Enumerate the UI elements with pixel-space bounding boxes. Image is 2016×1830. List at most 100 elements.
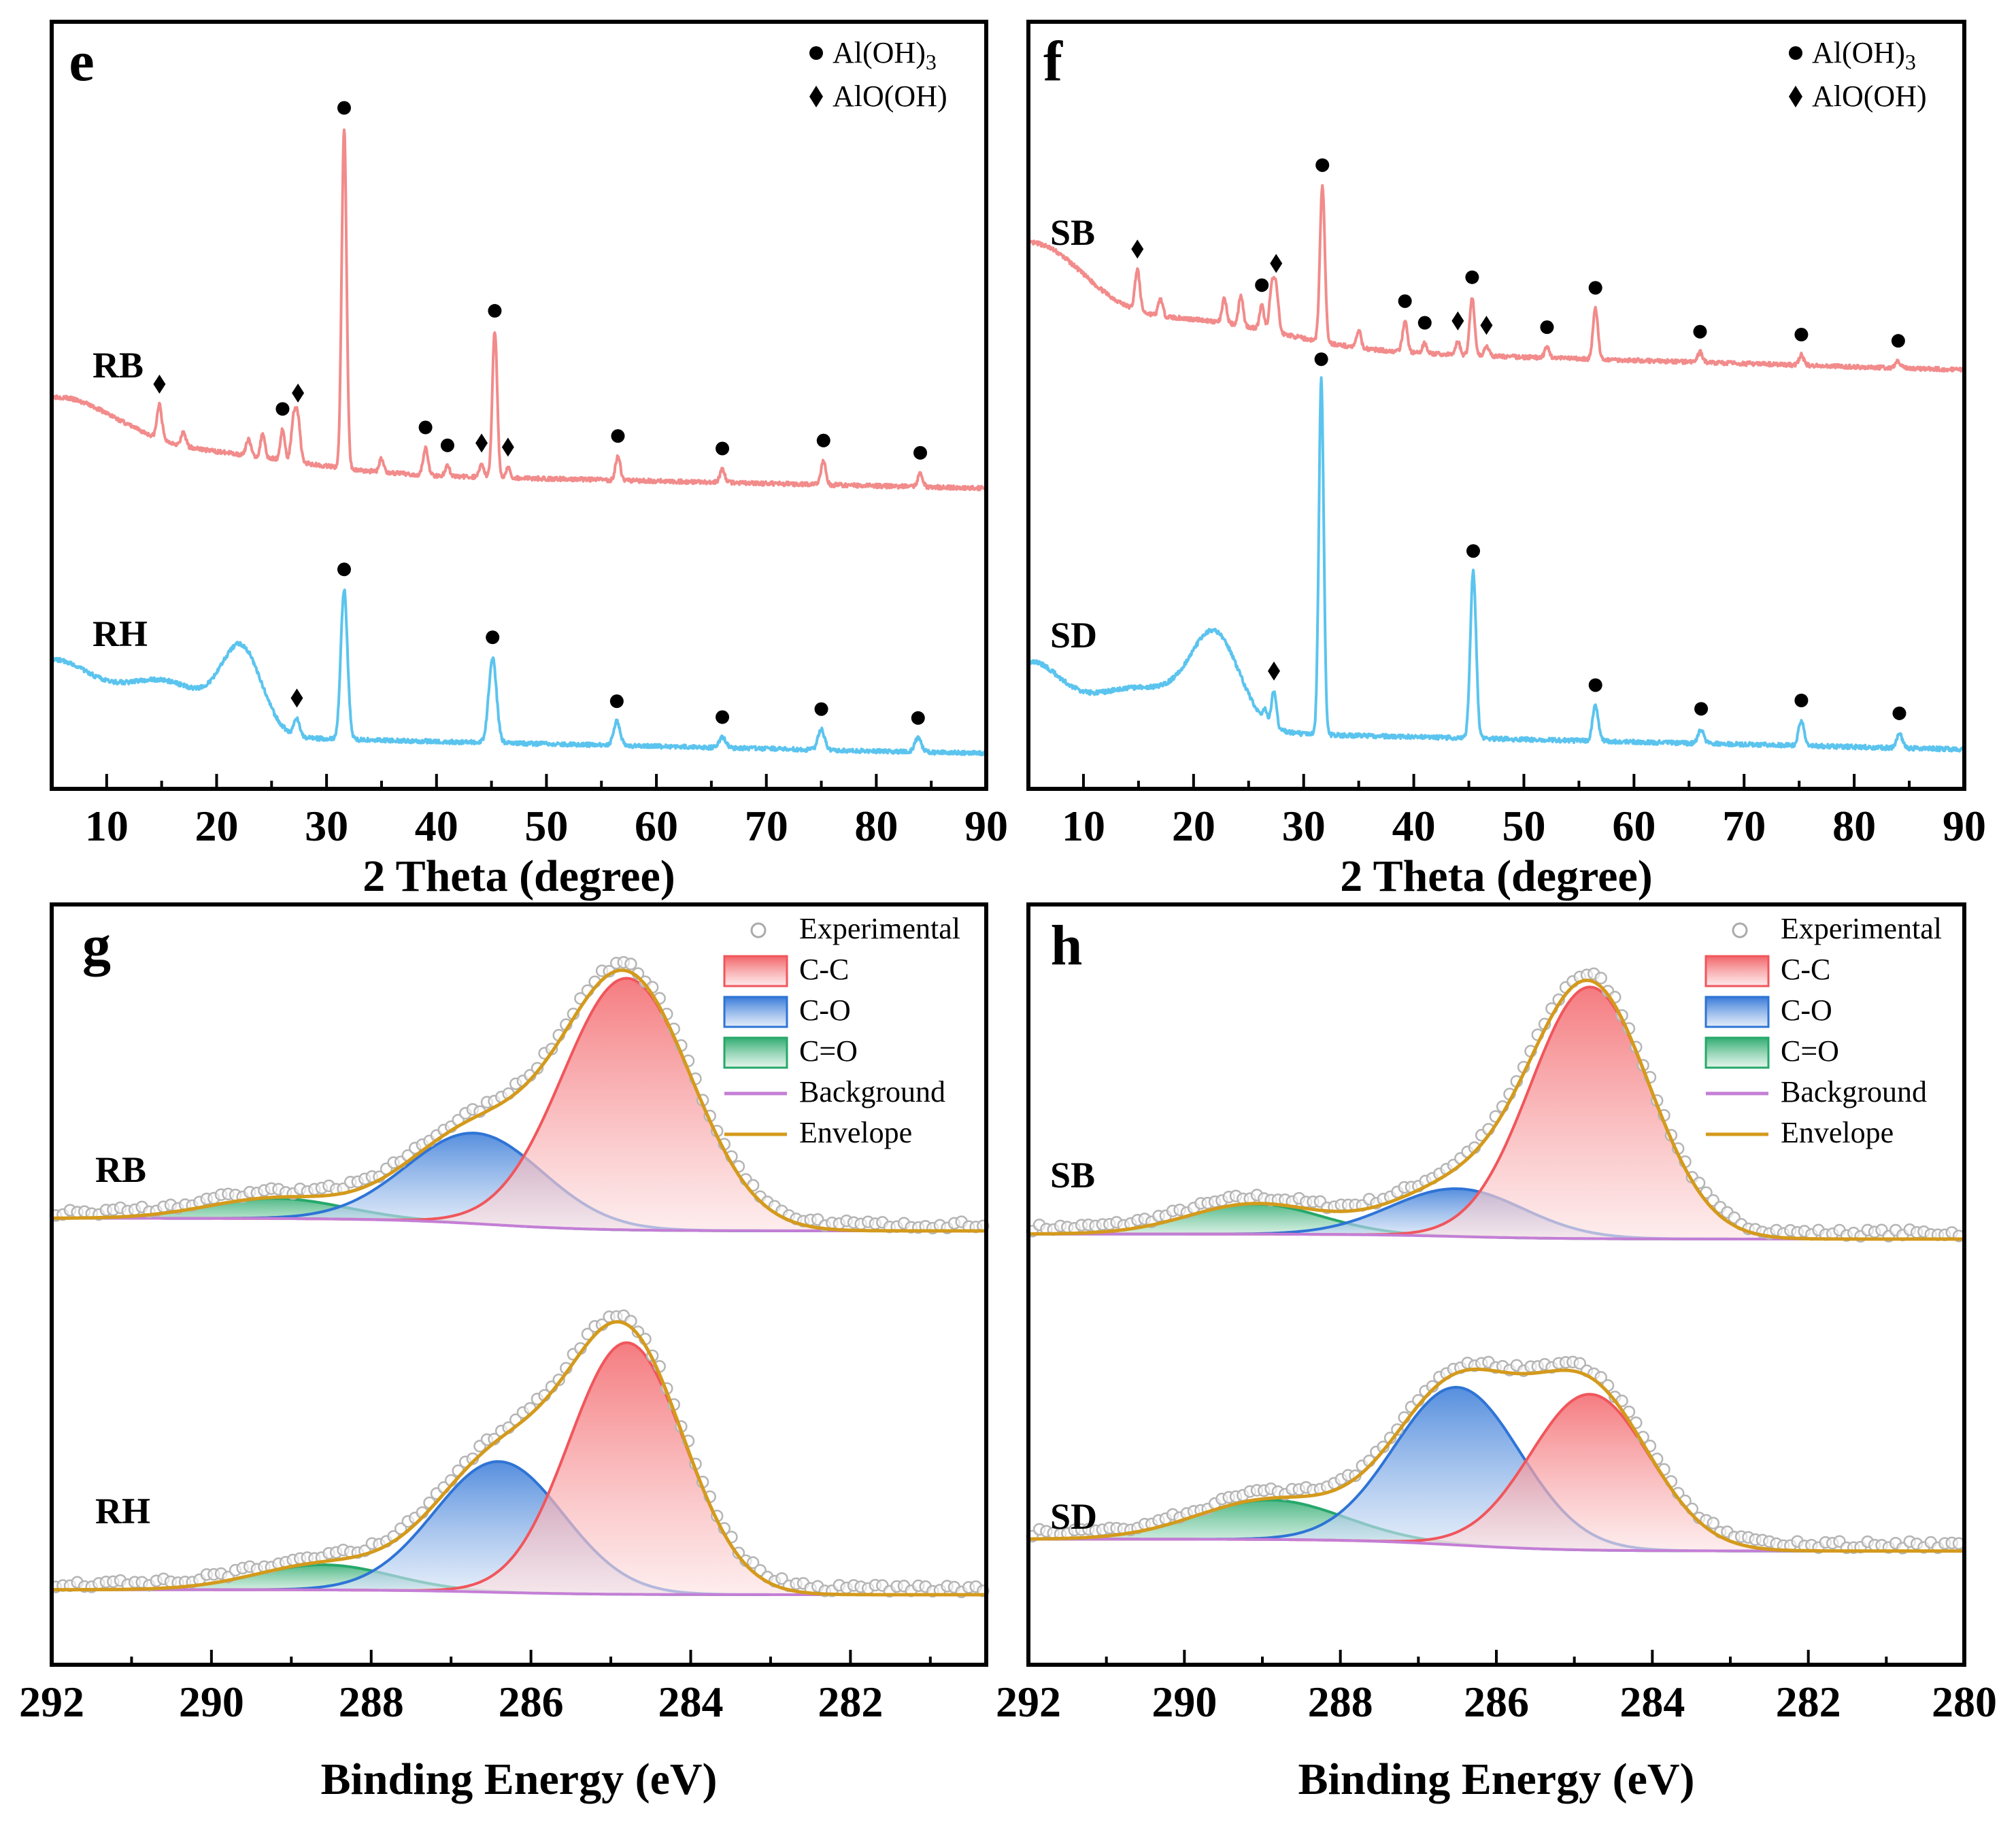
experimental-point	[394, 1522, 407, 1536]
experimental-point	[746, 1556, 760, 1570]
legend-circle-marker	[1789, 46, 1802, 60]
x-tick-label: 70	[745, 802, 788, 850]
x-tick-label: 30	[305, 802, 348, 850]
panel-e-frame	[50, 20, 988, 791]
experimental-point	[1707, 1516, 1720, 1529]
x-tick-label: 288	[339, 1678, 404, 1726]
peak-marker-circle	[1794, 694, 1809, 708]
x-tick-label: 10	[1062, 802, 1105, 850]
peak-marker-diamond	[1480, 316, 1493, 335]
legend-diamond-marker	[809, 86, 823, 107]
envelope-line	[1028, 1368, 1964, 1553]
peak-marker-circle	[1892, 706, 1906, 720]
legend-diamond-marker	[1789, 86, 1802, 107]
x-tick-label: 20	[195, 802, 238, 850]
series-line-SD	[1027, 376, 1966, 753]
x-tick-label: 20	[1172, 802, 1215, 850]
x-tick-label: 90	[1943, 802, 1986, 850]
peak-marker-diamond	[153, 374, 166, 394]
peak-marker-circle	[1315, 158, 1330, 172]
x-tick-label: 292	[19, 1678, 84, 1726]
peak-marker-circle	[1314, 352, 1328, 367]
legend-label: AlO(OH)	[833, 80, 947, 113]
legend-ceo-swatch	[1704, 1036, 1770, 1069]
x-tick-label: 290	[179, 1678, 244, 1726]
background-line	[52, 1217, 985, 1232]
x-tick-label: 40	[415, 802, 458, 850]
peak-marker-circle	[609, 694, 624, 709]
experimental-point	[1594, 971, 1607, 985]
peak-marker-circle	[1891, 334, 1905, 348]
component-area-C=O	[52, 1565, 985, 1595]
spectrum-label: SD	[1050, 1496, 1097, 1537]
legend-label: C=O	[1781, 1034, 1839, 1068]
peak-marker-circle	[716, 710, 730, 724]
legend-label: C-O	[799, 994, 851, 1027]
peak-marker-circle	[911, 711, 925, 725]
experimental-point	[624, 958, 637, 970]
x-axis-label: Binding Energy (eV)	[320, 1755, 717, 1804]
peak-marker-circle	[275, 402, 290, 416]
component-area-C-C	[52, 978, 985, 1231]
envelope-line	[52, 968, 985, 1233]
peak-marker-circle	[486, 630, 500, 645]
panel-letter: e	[69, 30, 94, 93]
legend-label: Al(OH)3	[833, 36, 937, 74]
experimental-point	[581, 1327, 594, 1341]
legend-label: Al(OH)3	[1812, 36, 1916, 74]
x-tick-label: 282	[1776, 1678, 1841, 1726]
x-tick-label: 70	[1722, 802, 1766, 850]
series-line-SB	[1027, 184, 1966, 373]
legend-label: C-O	[1781, 994, 1832, 1027]
x-tick-label: 288	[1308, 1678, 1373, 1726]
legend-label: C=O	[799, 1034, 858, 1068]
peak-marker-circle	[337, 562, 351, 577]
x-tick-label: 30	[1282, 802, 1326, 850]
series-label: RH	[93, 613, 148, 654]
peak-marker-circle	[1255, 278, 1269, 292]
spectrum-label: SB	[1050, 1155, 1095, 1196]
x-tick-label: 286	[499, 1678, 564, 1726]
x-axis-label: Binding Energy (eV)	[1298, 1755, 1694, 1804]
x-tick-label: 80	[1832, 802, 1876, 850]
peak-marker-circle	[1693, 324, 1707, 339]
panel-g-frame	[50, 902, 988, 1667]
experimental-point	[775, 1572, 788, 1585]
peak-marker-circle	[1398, 294, 1412, 308]
x-tick-label: 50	[1502, 802, 1545, 850]
envelope-line	[52, 1320, 985, 1597]
component-area-C-C	[1028, 987, 1964, 1239]
legend-label: Background	[1781, 1075, 1927, 1108]
legend-label: Envelope	[799, 1116, 912, 1149]
component-area-C-O	[52, 1461, 985, 1595]
peak-marker-diamond	[292, 384, 305, 403]
peak-marker-diamond	[1267, 661, 1280, 681]
peak-marker-diamond	[290, 688, 303, 708]
x-tick-label: 60	[635, 802, 678, 850]
peak-marker-circle	[1588, 678, 1602, 692]
legend-label: Envelope	[1781, 1116, 1894, 1149]
legend-subscript: 3	[1905, 50, 1916, 74]
panel-g: 292 290 288 286 284 282 Binding Energy (eV) g Ex…	[19, 912, 990, 1804]
peak-marker-circle	[1465, 270, 1479, 284]
x-tick-label: 10	[85, 802, 129, 850]
component-area-C=O	[52, 1198, 985, 1231]
x-tick-label: 50	[524, 802, 568, 850]
series-line-RH	[50, 588, 988, 757]
x-tick-label: 290	[1152, 1678, 1217, 1726]
legend-circle-marker	[809, 46, 823, 60]
peak-marker-diamond	[1270, 254, 1283, 273]
peak-marker-circle	[716, 441, 730, 456]
legend-label: Background	[799, 1075, 945, 1108]
x-axis-label: 2 Theta (degree)	[1340, 851, 1652, 901]
peak-marker-diamond	[1451, 311, 1464, 331]
peak-marker-circle	[440, 438, 454, 452]
legend-label: Experimental	[1781, 912, 1942, 945]
peak-marker-circle	[337, 101, 351, 115]
envelope-line	[1028, 978, 1964, 1241]
x-tick-label: 280	[1932, 1678, 1997, 1726]
peak-marker-circle	[1588, 281, 1602, 295]
legend-cc-swatch	[1704, 955, 1770, 987]
legend-label: C-C	[799, 953, 849, 986]
